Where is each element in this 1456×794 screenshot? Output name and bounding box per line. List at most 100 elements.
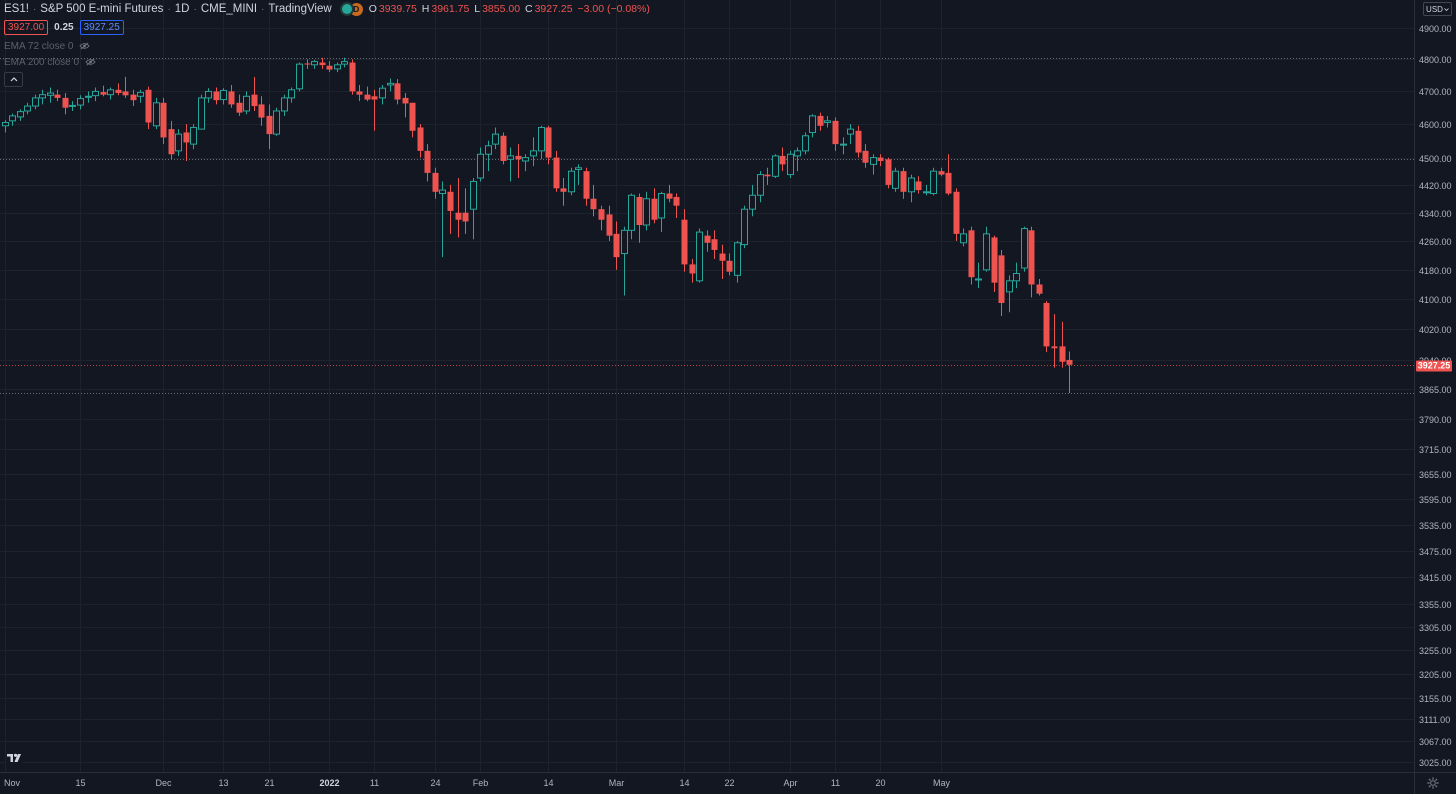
candle-body [734,242,741,276]
price-tick-label: 4600.00 [1419,119,1452,130]
candle-down [779,147,786,172]
gear-icon[interactable] [1427,777,1439,789]
sell-price-button[interactable]: 3927.00 [4,20,49,35]
candle-body [840,143,847,146]
time-tick-label: 13 [218,778,229,788]
candle-body [915,181,922,191]
candle-up [220,88,227,105]
candle-body [998,255,1005,303]
candle-up [107,87,114,100]
candle-body [319,62,326,66]
price-tick-label: 3475.00 [1419,546,1452,557]
candle-body [394,83,401,100]
chevron-down-icon [1444,7,1449,11]
candle-body [545,127,552,158]
symbol-description[interactable]: S&P 500 E-mini Futures [40,3,164,15]
candle-body [575,167,582,170]
interval-label[interactable]: 1D [174,3,190,15]
buy-price-button[interactable]: 3927.25 [79,20,124,35]
time-tick-label: Feb [472,778,489,788]
candle-up [175,129,182,156]
candle-up [621,226,628,296]
candle-up [32,94,39,110]
candle-up [930,167,937,196]
candle-up [153,97,160,130]
indicator-label[interactable]: EMA 72 close 0 [4,40,74,52]
candle-body [266,115,273,135]
candle-body [787,153,794,176]
candle-body [749,194,756,210]
candle-body [741,208,748,246]
candle-body [236,102,243,113]
delayed-data-badge[interactable]: D [349,2,363,16]
candle-down [991,235,998,292]
candle-down [183,124,190,161]
candle-body [296,63,303,90]
candle-down [673,193,680,218]
candle-body [568,170,575,193]
indicator-label[interactable]: EMA 200 close 0 [4,56,80,68]
candle-body [666,193,673,199]
price-tick-label: 4020.00 [1419,324,1452,335]
candle-down [62,93,69,115]
candle-body [1021,228,1028,269]
candle-up [47,87,54,103]
ohlc-values: O 3939.75 H 3961.75 L 3855.00 C 3927.25 −3.0… [369,3,652,15]
candle-body [439,189,446,195]
eye-hidden-icon[interactable] [79,42,91,50]
market-status[interactable]: D [341,2,363,16]
price-tick-label: 3205.00 [1419,669,1452,680]
currency-label[interactable]: USD [1426,4,1443,14]
candle-body [311,61,318,66]
candle-body [69,104,76,107]
candle-down [651,188,658,224]
candle-up [749,184,756,217]
indicator-ema72[interactable]: EMA 72 close 0 [4,39,91,53]
candle-body [39,94,46,99]
candle-down [832,117,839,151]
eye-hidden-icon[interactable] [85,58,96,66]
candle-up [77,95,84,110]
candle-down [251,76,258,111]
data-source-label[interactable]: TradingView [268,3,332,15]
candle-up [69,101,76,111]
tradingview-logo-icon[interactable] [6,751,22,765]
candle-down [666,184,673,203]
candle-up [522,154,529,172]
candle-body [606,214,613,236]
close-value: 3927.25 [534,3,573,15]
candle-down [130,89,137,107]
candle-down [553,150,560,192]
indicator-ema200[interactable]: EMA 200 close 0 [4,55,96,69]
candle-body [658,193,665,219]
currency-selector[interactable]: USD [1423,2,1452,16]
candle-down [160,97,167,145]
candle-body [107,89,114,96]
candle-body [447,191,454,211]
price-tick-label: 4800.00 [1419,54,1452,65]
candle-body [492,133,499,145]
candle-body [379,87,386,99]
candle-up [485,140,492,172]
price-tick-label: 4180.00 [1419,265,1452,276]
time-tick-label: Dec [155,778,172,788]
candle-body [908,177,915,193]
candle-up [772,154,779,179]
symbol-legend[interactable]: ES1! · S&P 500 E-mini Futures · 1D · CME… [4,1,652,17]
candle-down [228,84,235,108]
candle-down [900,167,907,199]
candle-down [885,157,892,189]
exchange-label[interactable]: CME_MINI [200,3,258,15]
collapse-legend-button[interactable] [4,72,23,87]
price-tick-label: 3111.00 [1419,714,1451,725]
symbol-ticker[interactable]: ES1! [4,3,29,15]
candle-body [228,91,235,105]
market-open-icon[interactable] [341,4,352,14]
candle-body [522,157,529,162]
candle-up [960,228,967,247]
candle-down [719,244,726,279]
price-tick-label: 4100.00 [1419,294,1452,305]
candle-up [137,89,144,103]
candle-up [658,191,665,233]
